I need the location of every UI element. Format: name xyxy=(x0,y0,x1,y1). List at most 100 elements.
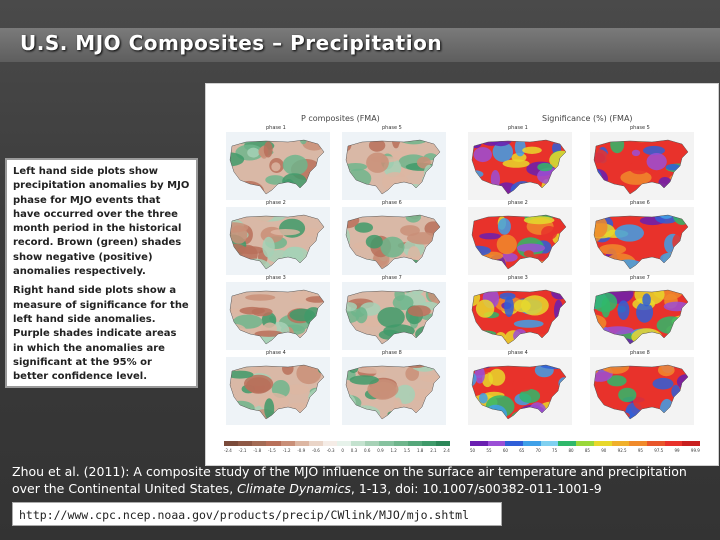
colorbar-swatch xyxy=(393,441,408,446)
colorbar-swatch xyxy=(435,441,450,446)
colorbar-tick-label: -0.3 xyxy=(326,448,335,453)
anomaly-blob xyxy=(496,234,517,255)
source-link[interactable]: http://www.cpc.ncep.noaa.gov/products/pr… xyxy=(12,502,502,526)
right-colorbar xyxy=(470,441,700,446)
anomaly-blob xyxy=(634,290,665,306)
map-outline xyxy=(471,139,567,195)
colorbar-swatch xyxy=(407,441,422,446)
precip-phase-label: phase 8 xyxy=(382,350,402,356)
colorbar-tick-label: 2.1 xyxy=(430,448,437,453)
anomaly-blob xyxy=(658,365,675,377)
significance-map xyxy=(468,357,572,425)
colorbar-swatch xyxy=(576,441,594,446)
anomaly-blob xyxy=(254,330,284,337)
map-outline xyxy=(345,364,441,420)
anomaly-blob xyxy=(246,377,271,394)
anomaly-blob xyxy=(230,225,248,244)
anomaly-blob xyxy=(380,236,405,258)
anomaly-blob xyxy=(499,292,516,300)
map-outline xyxy=(345,289,441,345)
slide-title: U.S. MJO Composites – Precipitation xyxy=(20,31,443,55)
colorbar-swatch xyxy=(629,441,647,446)
precip-map xyxy=(342,357,446,425)
anomaly-blob xyxy=(285,384,309,395)
anomaly-blob xyxy=(607,375,627,387)
anomaly-blob xyxy=(369,381,397,400)
citation-details: , 1-13, doi: 10.1007/s00382-011-1001-9 xyxy=(350,481,602,496)
colorbar-swatch xyxy=(421,441,436,446)
anomaly-blob xyxy=(354,222,373,233)
anomaly-blob xyxy=(252,215,276,222)
anomaly-blob xyxy=(234,365,261,376)
anomaly-blob xyxy=(411,290,424,295)
title-bar xyxy=(0,28,720,62)
anomaly-blob xyxy=(265,175,286,185)
precip-map xyxy=(342,207,446,275)
mjo-figure: P composites (FMA) Significance (%) (FMA… xyxy=(205,83,719,466)
citation-journal: Climate Dynamics xyxy=(237,481,351,496)
colorbar-tick-label: 60 xyxy=(502,448,508,453)
colorbar-swatch xyxy=(322,441,337,446)
anomaly-blob xyxy=(270,229,300,236)
anomaly-blob xyxy=(479,233,501,240)
precip-phase-label: phase 3 xyxy=(266,275,286,281)
anomaly-blob xyxy=(504,296,514,317)
precip-map xyxy=(226,282,330,350)
right-colorbar-ticks: 50 55 60 65 70 75 80 85 90 92.5 95 97.5 99 99.9 xyxy=(470,448,700,453)
anomaly-blob xyxy=(620,170,652,185)
colorbar-swatch xyxy=(646,441,665,446)
anomaly-blob xyxy=(247,147,260,158)
anomaly-blob xyxy=(643,145,665,156)
map-outline xyxy=(229,364,325,420)
anomaly-blob xyxy=(636,301,654,323)
anomaly-blob xyxy=(366,152,389,173)
precip-phase-label: phase 6 xyxy=(382,200,402,206)
anomaly-blob xyxy=(289,308,316,322)
map-outline xyxy=(345,139,441,195)
colorbar-swatch xyxy=(379,441,394,446)
right-panel-title: Significance (%) (FMA) xyxy=(542,114,633,123)
colorbar-tick-label: -0.6 xyxy=(312,448,320,453)
colorbar-swatch xyxy=(365,441,380,446)
anomaly-blob xyxy=(391,140,401,149)
colorbar-swatch xyxy=(351,441,366,446)
anomaly-blob xyxy=(513,319,544,328)
anomaly-blob xyxy=(478,393,488,404)
precip-map xyxy=(342,282,446,350)
anomaly-blob xyxy=(357,367,386,374)
map-outline xyxy=(345,214,441,270)
colorbar-tick-label: 99 xyxy=(674,448,680,453)
anomaly-blob xyxy=(238,246,265,255)
sig-phase-label: phase 7 xyxy=(630,275,650,281)
anomaly-blob xyxy=(349,375,379,385)
colorbar-tick-label: 92.5 xyxy=(617,448,627,453)
significance-map xyxy=(590,207,694,275)
sig-phase-label: phase 4 xyxy=(508,350,528,356)
anomaly-blob xyxy=(502,159,530,168)
colorbar-swatch xyxy=(470,441,488,446)
sig-phase-label: phase 6 xyxy=(630,200,650,206)
anomaly-blob xyxy=(263,141,273,158)
map-outline xyxy=(593,139,689,195)
anomaly-blob xyxy=(239,306,265,315)
anomaly-blob xyxy=(230,152,245,167)
anomaly-blob xyxy=(245,294,276,301)
colorbar-swatch xyxy=(487,441,506,446)
colorbar-swatch xyxy=(664,441,683,446)
anomaly-blob xyxy=(346,302,357,312)
anomaly-blob xyxy=(405,366,419,381)
colorbar-swatch xyxy=(294,441,309,446)
anomaly-blob xyxy=(377,307,405,328)
map-outline xyxy=(593,364,689,420)
anomaly-blob xyxy=(642,293,651,307)
anomaly-blob xyxy=(665,164,681,171)
right-plots-description: Right hand side plots show a measure of … xyxy=(13,285,189,383)
anomaly-blob xyxy=(475,299,495,318)
colorbar-tick-label: 55 xyxy=(486,448,492,453)
map-outline xyxy=(593,289,689,345)
colorbar-swatch xyxy=(337,441,352,446)
significance-map xyxy=(590,282,694,350)
colorbar-tick-label: -1.5 xyxy=(268,448,276,453)
anomaly-blob xyxy=(262,236,275,258)
colorbar-tick-label: 80 xyxy=(568,448,574,453)
